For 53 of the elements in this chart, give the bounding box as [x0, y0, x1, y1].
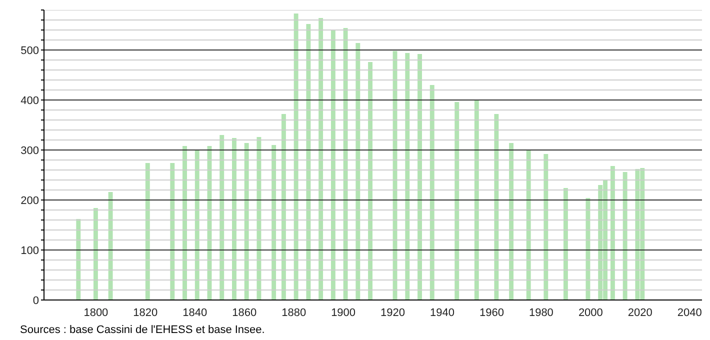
bar — [182, 146, 187, 300]
y-tick-label: 300 — [20, 144, 39, 157]
x-tick-label: 1860 — [232, 306, 257, 319]
bar — [145, 163, 150, 300]
x-tick-label: 2020 — [628, 306, 652, 319]
bar — [220, 135, 224, 300]
x-tick-label: 1980 — [528, 306, 554, 319]
bar — [509, 143, 514, 300]
bar — [610, 166, 615, 300]
y-tick-label: 400 — [20, 94, 39, 107]
bar — [281, 114, 286, 300]
bar — [108, 192, 113, 300]
y-tick-label: 100 — [20, 244, 39, 257]
bar — [430, 85, 434, 300]
bar — [330, 30, 336, 300]
x-tick-label: 1880 — [282, 306, 306, 319]
bar — [356, 43, 360, 300]
bar — [93, 208, 98, 300]
y-tick-label: 200 — [20, 194, 39, 207]
bar — [544, 154, 548, 300]
x-tick-label: 1920 — [380, 306, 406, 319]
x-tick-label: 2040 — [677, 306, 702, 319]
bar — [368, 62, 373, 300]
bar — [405, 53, 410, 300]
bar — [294, 14, 298, 300]
x-tick-label: 1960 — [479, 306, 504, 319]
bar — [343, 28, 348, 300]
bar — [170, 163, 175, 300]
x-tick-label: 1840 — [182, 306, 208, 319]
bar — [418, 54, 422, 300]
bar — [622, 172, 628, 300]
bar — [563, 188, 568, 300]
bar — [526, 150, 531, 300]
y-tick-label: 0 — [32, 294, 39, 307]
bar — [474, 100, 479, 300]
x-tick-label: 1900 — [331, 306, 356, 319]
bar — [256, 137, 262, 300]
bar — [318, 18, 324, 300]
bar — [76, 219, 81, 300]
source-note: Sources : base Cassini de l'EHESS et base Insee. — [20, 324, 266, 336]
bar — [306, 24, 311, 300]
x-tick-label: 1800 — [84, 306, 108, 319]
bar — [586, 198, 590, 300]
x-tick-label: 1940 — [430, 306, 455, 319]
bar — [494, 114, 499, 300]
bar — [194, 150, 200, 300]
bar — [454, 102, 460, 300]
bar — [272, 145, 276, 300]
bar — [244, 143, 249, 300]
bar — [232, 138, 236, 300]
x-tick-label: 1820 — [133, 306, 158, 319]
y-tick-label: 500 — [20, 44, 39, 57]
x-tick-label: 2000 — [578, 306, 603, 319]
